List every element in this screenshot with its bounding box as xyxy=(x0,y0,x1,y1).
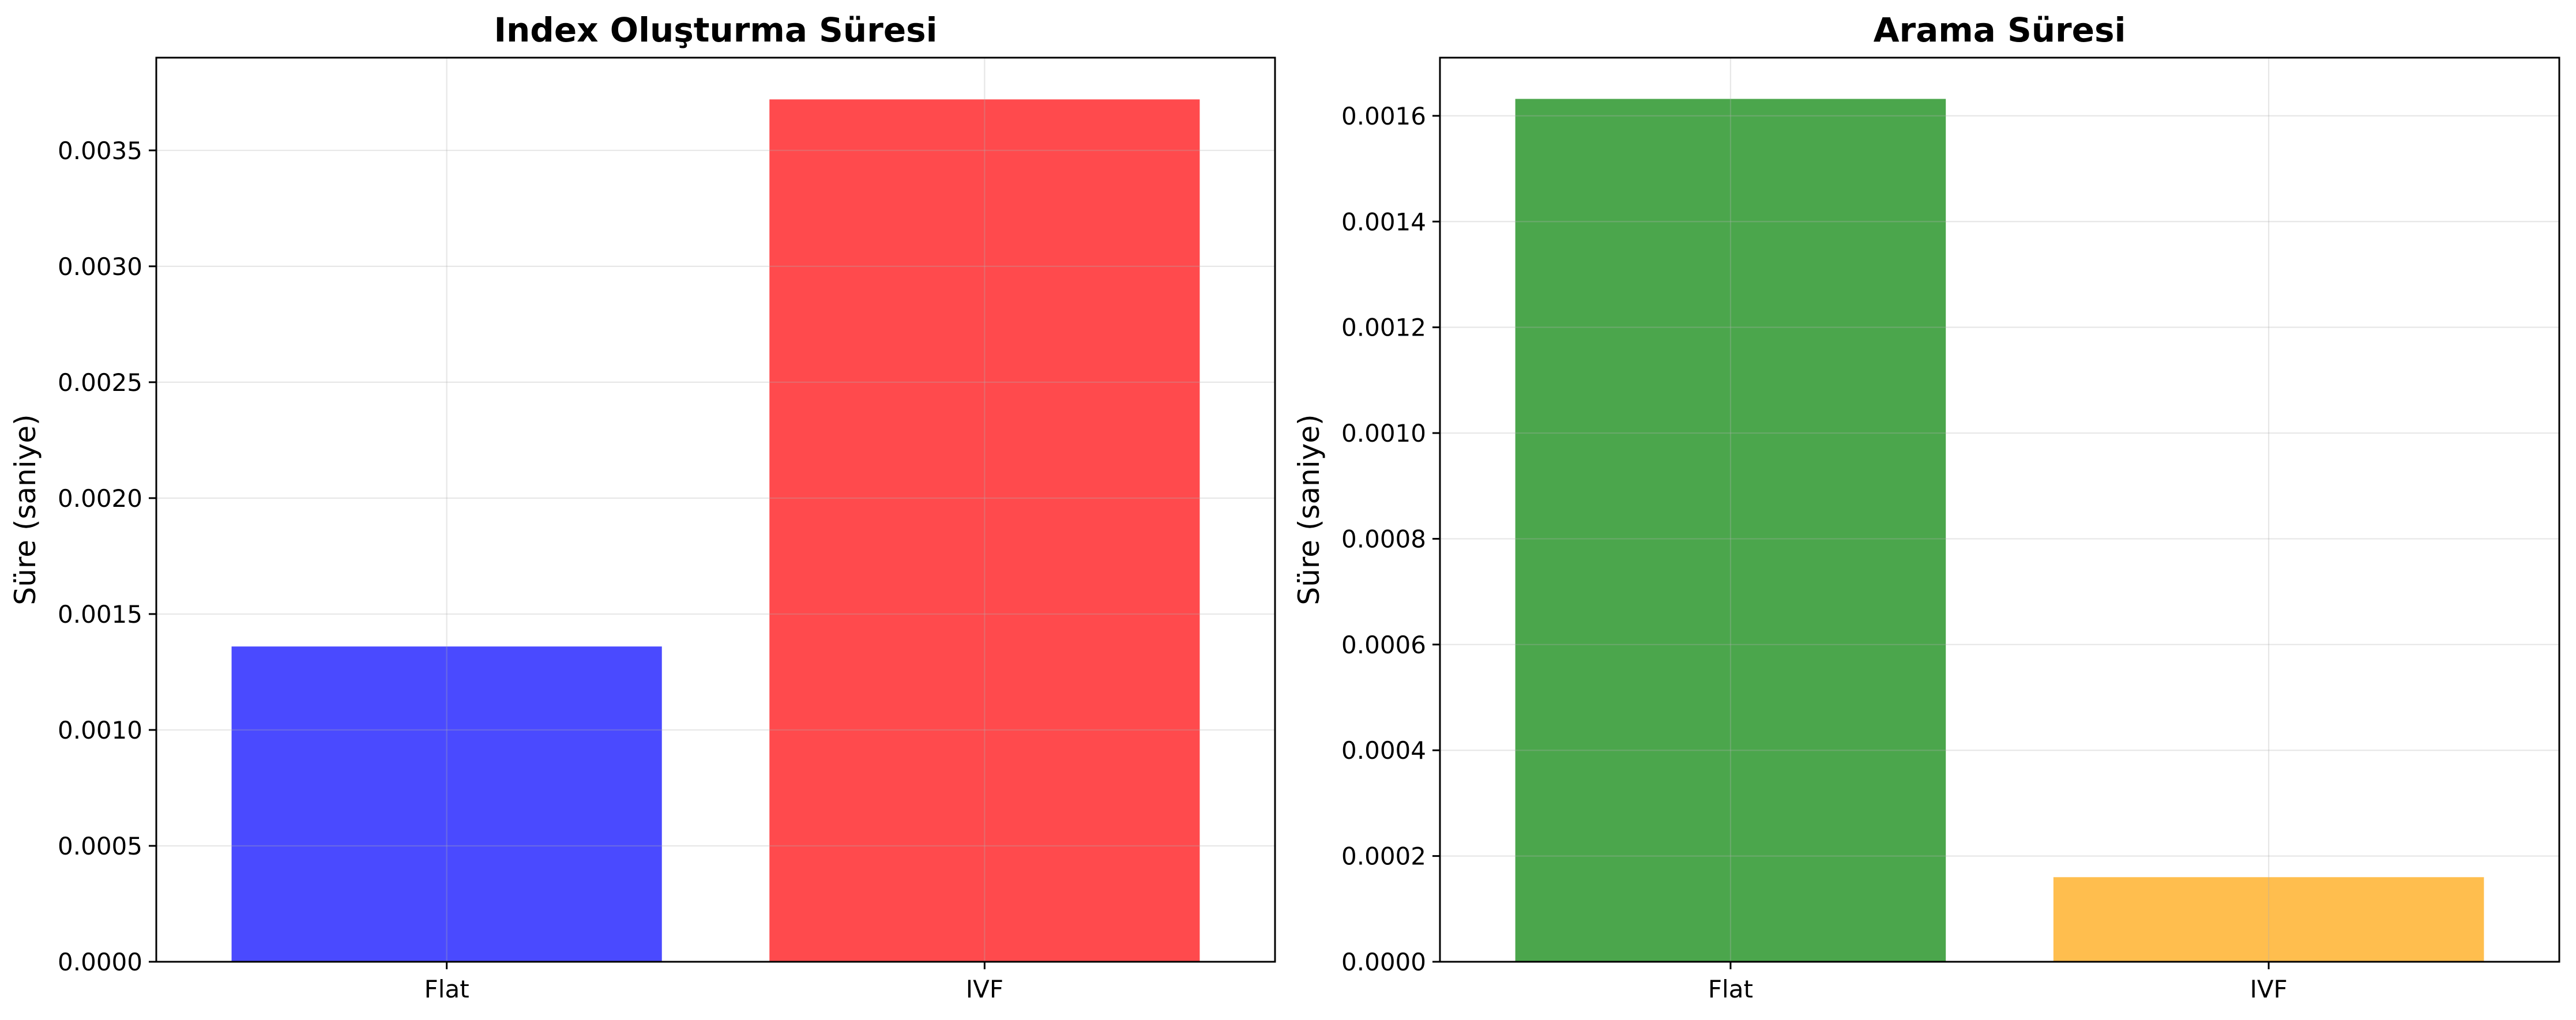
y-tick-label: 0.0014 xyxy=(1341,208,1426,236)
y-tick-label: 0.0005 xyxy=(58,832,142,860)
axes-frame xyxy=(155,57,1276,963)
chart-arama-suresi: 0.0000 0.0002 0.0004 0.0006 0.0008 0.0010 0.00… xyxy=(1292,10,2560,1003)
x-tick-label-flat: Flat xyxy=(424,975,469,1003)
axes-frame xyxy=(1439,57,2560,963)
y-tick-label: 0.0015 xyxy=(58,600,142,628)
y-axis-label: Süre (saniye) xyxy=(1292,414,1326,605)
x-tick-label-ivf: IVF xyxy=(966,975,1003,1003)
chart-title: Index Oluşturma Süresi xyxy=(494,10,937,50)
y-tick-label: 0.0025 xyxy=(58,368,142,397)
bar-ivf xyxy=(769,99,1200,962)
y-tick-label: 0.0035 xyxy=(58,137,142,165)
y-tick-label: 0.0004 xyxy=(1341,736,1426,765)
x-tick-label-ivf: IVF xyxy=(2250,975,2287,1003)
y-tick-label: 0.0016 xyxy=(1341,102,1426,130)
y-tick-label: 0.0006 xyxy=(1341,631,1426,659)
chart-title: Arama Süresi xyxy=(1874,10,2126,50)
y-tick-label: 0.0000 xyxy=(58,948,142,976)
y-tick-label: 0.0020 xyxy=(58,484,142,513)
y-axis-label: Süre (saniye) xyxy=(9,414,42,605)
y-tick-label: 0.0010 xyxy=(58,716,142,744)
bar-ivf xyxy=(2053,877,2484,962)
bar-flat xyxy=(1515,99,1946,962)
y-tick-label: 0.0002 xyxy=(1341,842,1426,871)
x-tick-label-flat: Flat xyxy=(1708,975,1753,1003)
y-tick-label: 0.0030 xyxy=(58,253,142,281)
y-tick-label: 0.0008 xyxy=(1341,525,1426,553)
y-tick-label: 0.0000 xyxy=(1341,948,1426,976)
chart-index-olusturma-suresi: 0.0000 0.0005 0.0010 0.0015 0.0020 0.0025 0.00… xyxy=(9,10,1276,1003)
y-tick-label: 0.0010 xyxy=(1341,419,1426,447)
y-tick-label: 0.0012 xyxy=(1341,314,1426,342)
bar-flat xyxy=(231,646,662,962)
